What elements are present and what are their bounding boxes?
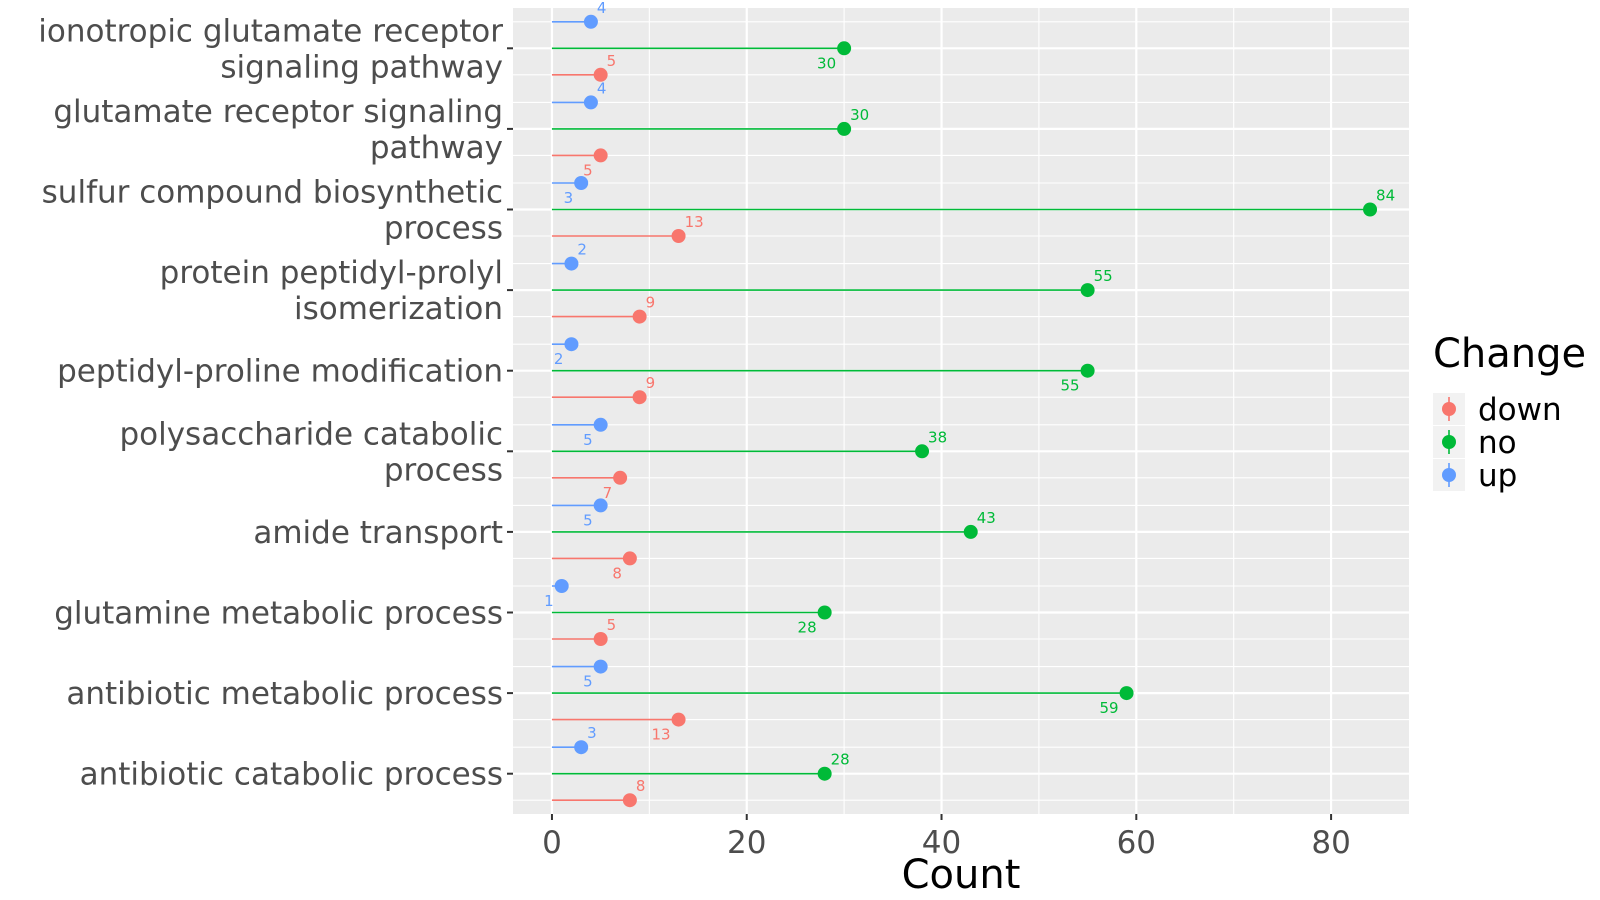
point-down: [593, 67, 608, 82]
y-tick-label: antibiotic catabolic process: [80, 757, 503, 793]
value-label-up: 2: [554, 350, 564, 368]
point-up: [574, 176, 589, 190]
point-up: [583, 95, 598, 110]
x-axis: 0 20 40 60 80: [542, 814, 1351, 861]
value-label-up: 4: [597, 79, 607, 97]
major-gridlines: [513, 8, 1409, 814]
value-label-no: 43: [977, 509, 996, 527]
point-no: [837, 41, 852, 56]
y-tick-label: amide transport: [253, 515, 503, 551]
point-no: [963, 524, 978, 539]
point-up: [574, 740, 589, 755]
chart-marks: 4432255153303084555538432859285513997851…: [544, 0, 1395, 808]
value-label-no: 28: [831, 751, 850, 769]
legend-label: down: [1478, 392, 1562, 428]
value-label-no: 55: [1061, 377, 1080, 395]
y-tick-label: isomerization: [294, 291, 503, 327]
y-tick-label: glutamine metabolic process: [54, 596, 503, 632]
point-no: [817, 766, 832, 781]
plot-panel: [513, 8, 1409, 814]
point-down: [613, 470, 628, 485]
value-label-down: 8: [636, 777, 646, 795]
value-label-no: 30: [850, 106, 869, 124]
x-tick-label: 80: [1311, 825, 1350, 861]
legend-title: Change: [1433, 331, 1586, 377]
point-up: [583, 14, 598, 29]
point-down: [632, 309, 647, 324]
point-down: [671, 712, 686, 727]
y-tick-label: process: [384, 452, 503, 488]
point-no: [1080, 363, 1095, 378]
y-tick-label: signaling pathway: [220, 49, 503, 85]
point-down: [671, 229, 686, 243]
y-tick-label: antibiotic metabolic process: [66, 676, 503, 712]
y-tick-label: glutamate receptor signaling: [53, 94, 503, 130]
minor-gridlines: [648, 8, 1235, 814]
value-label-down: 5: [607, 52, 617, 70]
point-up: [554, 579, 569, 593]
x-tick-label: 60: [1117, 825, 1156, 861]
point-no: [837, 121, 852, 136]
point-down: [622, 793, 637, 808]
value-label-no: 38: [928, 428, 947, 446]
x-tick-label: 20: [727, 825, 766, 861]
legend-key-no: [1442, 435, 1456, 449]
value-label-down: 7: [603, 484, 613, 502]
value-label-up: 3: [564, 189, 574, 207]
point-up: [564, 337, 579, 352]
point-down: [593, 148, 608, 163]
point-up: [593, 417, 608, 432]
point-down: [632, 390, 647, 405]
x-tick-label: 40: [922, 825, 961, 861]
legend-label: no: [1478, 425, 1517, 461]
value-label-up: 4: [597, 0, 607, 17]
point-no: [915, 444, 930, 459]
point-down: [593, 632, 608, 646]
point-down: [622, 551, 637, 566]
y-tick-label: peptidyl-proline modification: [57, 354, 503, 390]
y-tick-label: process: [384, 211, 503, 247]
value-label-up: 2: [577, 241, 587, 259]
x-axis-title: Count: [902, 852, 1021, 898]
point-up: [564, 256, 579, 271]
value-label-up: 5: [583, 431, 593, 449]
value-label-up: 5: [583, 511, 593, 529]
value-label-no: 59: [1099, 699, 1118, 717]
value-label-down: 13: [685, 213, 704, 231]
value-label-down: 8: [612, 564, 622, 582]
point-no: [1363, 202, 1378, 217]
legend-key-down: [1442, 402, 1456, 416]
y-tick-label: pathway: [370, 130, 503, 166]
value-label-down: 9: [646, 294, 656, 312]
value-label-down: 5: [607, 616, 617, 634]
y-tick-label: sulfur compound biosynthetic: [42, 175, 503, 211]
y-tick-label: ionotropic glutamate receptor: [38, 13, 503, 49]
value-label-up: 3: [587, 724, 597, 742]
value-label-up: 5: [583, 673, 593, 691]
value-label-down: 13: [651, 726, 670, 744]
point-up: [593, 498, 608, 513]
point-no: [817, 605, 832, 620]
point-no: [1080, 283, 1095, 298]
value-label-no: 55: [1094, 267, 1113, 285]
legend-key-up: [1442, 468, 1456, 482]
value-label-no: 84: [1376, 187, 1395, 205]
point-up: [593, 659, 608, 674]
point-no: [1119, 686, 1134, 701]
value-label-down: 9: [646, 374, 656, 392]
value-label-down: 5: [583, 161, 593, 179]
x-tick-label: 0: [542, 825, 562, 861]
value-label-up: 1: [544, 592, 554, 610]
value-label-no: 30: [817, 54, 836, 72]
legend-label: up: [1478, 458, 1517, 494]
value-label-no: 28: [798, 619, 817, 637]
y-tick-label: protein peptidyl-prolyl: [160, 255, 503, 291]
y-tick-label: polysaccharide catabolic: [119, 416, 503, 452]
